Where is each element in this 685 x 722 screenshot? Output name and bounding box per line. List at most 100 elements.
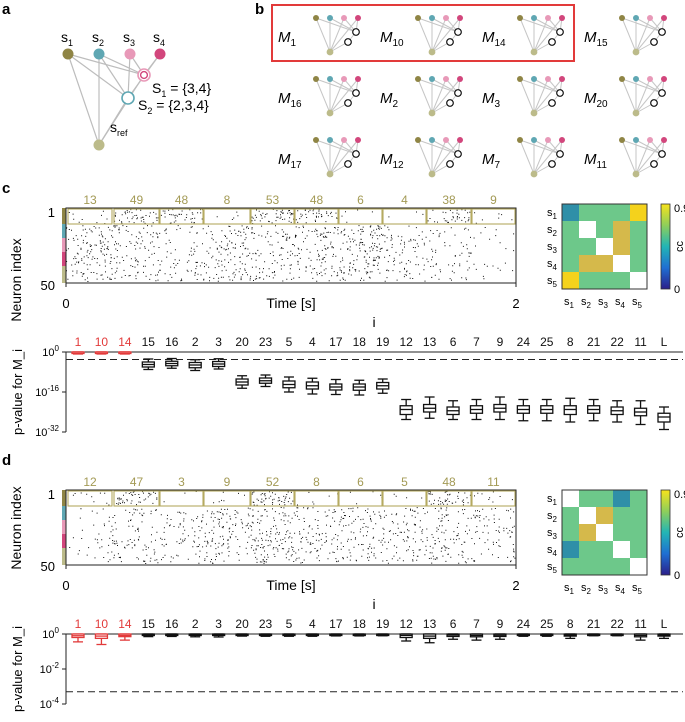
corr-cell	[579, 272, 596, 289]
category-label: 12	[399, 617, 413, 631]
box-15	[141, 633, 155, 638]
category-label: 9	[497, 335, 504, 349]
motif-node	[429, 76, 435, 82]
time-window	[426, 208, 472, 225]
box-19	[376, 633, 390, 637]
raster-d-ytick-1: 1	[48, 487, 55, 502]
corr-row-label: s3	[547, 241, 558, 255]
corr-cell	[630, 507, 647, 524]
category-label: 20	[235, 617, 249, 631]
motif-node	[443, 137, 449, 143]
motif-ref-node	[530, 170, 538, 178]
box-7	[469, 633, 484, 641]
category-label: 14	[118, 617, 132, 631]
y-tick-label: 10-16	[35, 384, 59, 399]
box-6	[446, 400, 460, 421]
corr-row-label: s1	[547, 207, 558, 221]
motif-open-node	[658, 28, 666, 36]
label-s2: s2	[92, 29, 104, 48]
box-2	[188, 359, 202, 372]
category-label: 16	[165, 617, 179, 631]
box-L	[657, 633, 671, 640]
category-label: 11	[634, 617, 647, 631]
motif-edges	[519, 78, 563, 114]
category-label: 20	[235, 335, 249, 349]
raster-d-labels: Neuron index 1 50 0 2 Time [s]	[8, 486, 520, 593]
corr-cell	[596, 558, 613, 575]
category-label: 5	[286, 335, 293, 349]
category-label: 19	[376, 617, 390, 631]
box-4	[305, 633, 320, 637]
corr-cell	[579, 490, 596, 507]
corr-row-label: s1	[547, 493, 558, 507]
corr-row-label: s2	[547, 224, 558, 238]
label-s4: s4	[153, 29, 165, 48]
window-count: 48	[175, 193, 189, 207]
box-16	[165, 633, 179, 638]
motif-label: M7	[482, 151, 501, 171]
category-label: 13	[423, 617, 437, 631]
label-set2: S2 = {2,3,4}	[138, 97, 209, 116]
window-count: 8	[224, 193, 231, 207]
motif-ref-node	[530, 48, 538, 56]
motif-label: M1	[278, 29, 297, 49]
motif-node	[327, 137, 333, 143]
motif-node	[415, 15, 421, 21]
time-window	[382, 208, 427, 225]
box-5	[282, 633, 296, 637]
raster-c-xlabel: Time [s]	[266, 295, 315, 311]
motif-open-node	[658, 150, 666, 158]
motif-17: M17	[278, 137, 361, 178]
panel-label-d: d	[2, 452, 11, 469]
motif-label: M15	[584, 29, 608, 49]
box-8	[563, 633, 577, 640]
motif-node	[517, 76, 523, 82]
corr-cell	[596, 507, 613, 524]
motif-node	[327, 15, 333, 21]
window-count: 9	[224, 475, 231, 489]
motif-7: M7	[482, 137, 565, 178]
motif-node	[443, 76, 449, 82]
window-count: 48	[310, 193, 324, 207]
box-13	[422, 633, 437, 644]
category-label: L	[661, 335, 668, 349]
colorbar	[660, 203, 671, 290]
motif-node	[313, 137, 319, 143]
y-tick-label: 10-32	[35, 424, 59, 439]
corr-cell	[630, 558, 647, 575]
motif-11: M11	[584, 137, 667, 178]
box-3	[211, 358, 226, 370]
motif-edges	[621, 78, 665, 114]
motif-label: M11	[584, 151, 607, 171]
motif-node	[647, 15, 653, 21]
box-11	[633, 633, 648, 641]
raster-d-xtick-0: 0	[62, 578, 69, 593]
box-20	[235, 375, 249, 389]
motif-highlight-box	[271, 4, 575, 62]
motif-ref-node	[428, 48, 436, 56]
node-s2	[93, 48, 105, 60]
motif-label: M16	[278, 90, 302, 110]
corr-cell	[596, 490, 613, 507]
raster-d-xtick-2: 2	[512, 578, 519, 593]
motif-node	[443, 15, 449, 21]
box-ylabel: p-value for M_i	[10, 626, 25, 712]
motif-edges	[315, 17, 359, 53]
corr-cell	[613, 255, 630, 272]
motif-edges	[315, 78, 359, 114]
box-21	[587, 398, 601, 422]
time-window	[113, 490, 160, 507]
corr-cell	[596, 238, 613, 255]
colorbar-tick-max: 0.9	[674, 489, 685, 501]
category-label: 8	[567, 617, 574, 631]
box-22	[610, 633, 624, 637]
motif-node	[327, 76, 333, 82]
raster-d-ylabel: Neuron index	[8, 486, 24, 569]
corr-cell	[613, 490, 630, 507]
motif-open-node	[344, 99, 352, 107]
motif-open-node	[556, 28, 564, 36]
box-23	[258, 374, 273, 388]
box-21	[587, 633, 601, 637]
corr-cell	[630, 541, 647, 558]
window-count: 9	[490, 193, 497, 207]
